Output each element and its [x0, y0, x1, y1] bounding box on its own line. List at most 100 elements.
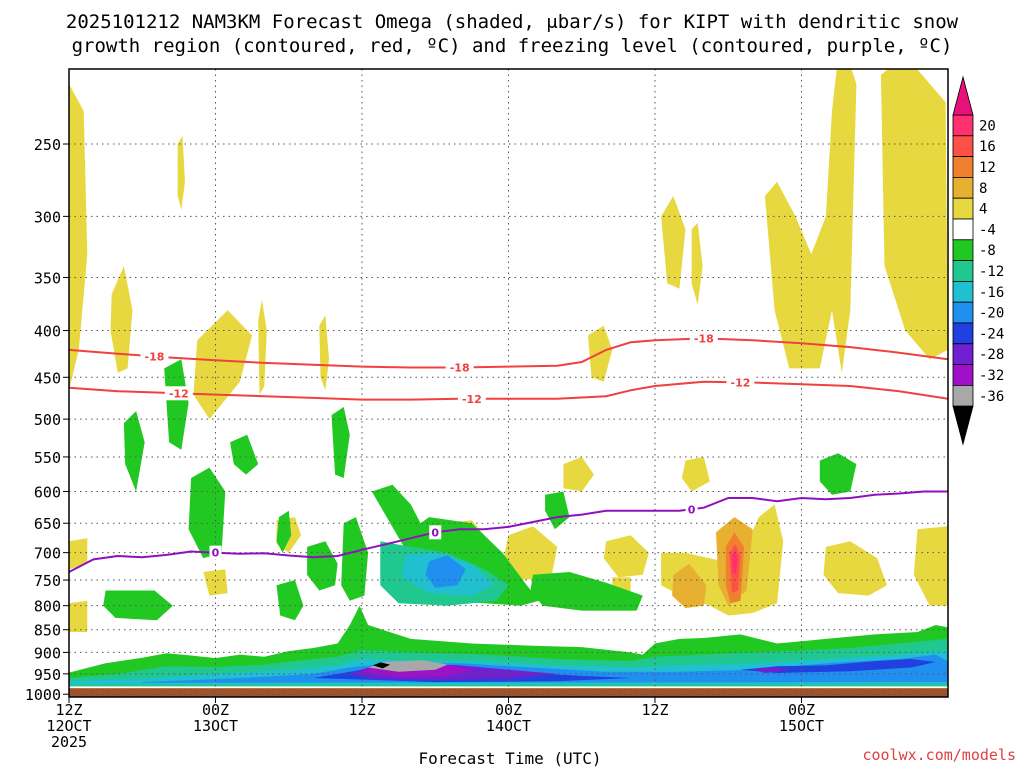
y-tick-label: 350 [34, 270, 61, 288]
colorbar-label: -32 [979, 368, 1004, 384]
colorbar-swatch [952, 156, 974, 178]
omega-region-dn4 [331, 407, 350, 478]
contour-label: -12 [169, 387, 189, 400]
colorbar-swatch [952, 260, 974, 282]
omega-region-dn4 [276, 510, 292, 553]
omega-region-up4 [319, 315, 329, 391]
colorbar-label: 16 [979, 139, 996, 155]
colorbar-label: -28 [979, 347, 1004, 363]
omega-region-dn36 [373, 662, 391, 669]
colorbar-label: 20 [979, 118, 996, 134]
contour-label-bg [429, 525, 442, 540]
colorbar-label: -24 [979, 326, 1004, 342]
colorbar-label: 4 [979, 202, 987, 218]
x-tick-label: 12Z [641, 701, 668, 719]
contour-label: -18 [694, 332, 714, 345]
omega-region-up4 [177, 136, 185, 210]
y-tick-label: 700 [34, 545, 61, 563]
contour-label-bg [685, 502, 698, 517]
contour-label: 0 [431, 526, 439, 539]
colorbar-swatch [952, 280, 974, 303]
colorbar-bottom-arrow [952, 405, 974, 446]
omega-region-dn4 [164, 359, 189, 450]
omega-region-dn4 [123, 411, 145, 492]
omega-region-up20 [731, 549, 738, 575]
x-tick-label: 14OCT [486, 717, 531, 735]
y-tick-label: 650 [34, 515, 61, 533]
y-tick-label: 950 [34, 666, 61, 684]
omega-region-dn24 [752, 667, 790, 673]
chart-title-line2: growth region (contoured, red, ºC) and f… [72, 35, 953, 57]
omega-region-dn16 [425, 555, 466, 588]
omega-region-up4 [661, 196, 686, 289]
contour-label-bg [457, 391, 486, 406]
omega-region-dn4 [530, 572, 643, 611]
contour-label-bg [209, 545, 222, 560]
contour-labels: -18 -18 -18 -12 -12 -12 0 0 0 [140, 331, 755, 560]
omega-region-dn4 [545, 491, 570, 530]
omega-region-up4 [563, 456, 594, 492]
colorbar-swatch [952, 301, 974, 324]
contour-label-bg [726, 375, 755, 390]
contour-label: 0 [688, 503, 696, 516]
y-tick-label: 750 [34, 572, 61, 590]
y-tick-label: 850 [34, 622, 61, 640]
contour-label-bg [689, 331, 718, 346]
credit-label: coolwx.com/models [862, 746, 1016, 764]
omega-region-up4 [203, 569, 228, 596]
y-tick-label: 450 [34, 369, 61, 387]
omega-region-up4 [69, 538, 88, 570]
omega-region-dn32 [368, 660, 448, 672]
omega-region-up4 [603, 535, 649, 578]
omega-region-dn4 [103, 590, 173, 621]
contour-label-bg [445, 360, 474, 375]
colorbar-label: 12 [979, 160, 996, 176]
omega-region-up4 [764, 69, 857, 373]
omega-region-dn20 [740, 659, 936, 673]
omega-region-up4 [502, 526, 558, 580]
x-tick-label: 12OCT [46, 717, 91, 735]
contour-label-bg [164, 386, 193, 401]
omega-region-dn4 [276, 580, 304, 621]
colorbar-label: -36 [979, 389, 1004, 405]
omega-region-up4 [823, 541, 887, 596]
x-tick-label: 12Z [55, 701, 82, 719]
x-tick-label: 15OCT [779, 717, 824, 735]
colorbar-label: -16 [979, 285, 1004, 301]
contour-label-bg [140, 349, 169, 364]
colorbar-swatch [952, 114, 974, 137]
contour-label: 0 [212, 547, 220, 560]
y-tick-label: 300 [34, 208, 61, 226]
colorbar-swatch [952, 239, 974, 262]
y-tick-label: 1000 [25, 686, 61, 704]
omega-region-up4 [880, 69, 948, 360]
ground-below-surface [69, 688, 948, 697]
omega-region-up4 [110, 266, 133, 373]
y-tick-label: 600 [34, 483, 61, 501]
colorbar-swatch [952, 218, 974, 241]
y-tick-label: 250 [34, 136, 61, 154]
contour-line [69, 337, 948, 369]
contour-label: -18 [450, 361, 470, 374]
grid-lines [69, 69, 948, 697]
omega-region-up4 [681, 456, 710, 492]
x-tick-label: 00Z [788, 701, 815, 719]
colorbar-swatch [952, 343, 974, 365]
omega-region-up4 [691, 222, 703, 305]
x-tick-label: 13OCT [193, 717, 238, 735]
omega-region-dn4 [307, 541, 338, 591]
colorbar-swatch [952, 176, 974, 199]
contour-label: -18 [145, 350, 165, 363]
colorbar-label: -20 [979, 306, 1004, 322]
omega-region-dn4 [230, 434, 259, 475]
omega-region-up4 [69, 600, 88, 632]
colorbar-swatch [952, 197, 974, 220]
y-tick-label: 550 [34, 449, 61, 467]
colorbar-swatch [952, 364, 974, 386]
chart-title-line1: 2025101212 NAM3KM Forecast Omega (shaded… [66, 11, 959, 33]
y-tick-label: 900 [34, 644, 61, 662]
contour-line [69, 380, 948, 401]
colorbar: 20 16 12 8 4 -4 -8 -12 -16 -20 -24 -28 -32 -36 [952, 75, 1004, 446]
